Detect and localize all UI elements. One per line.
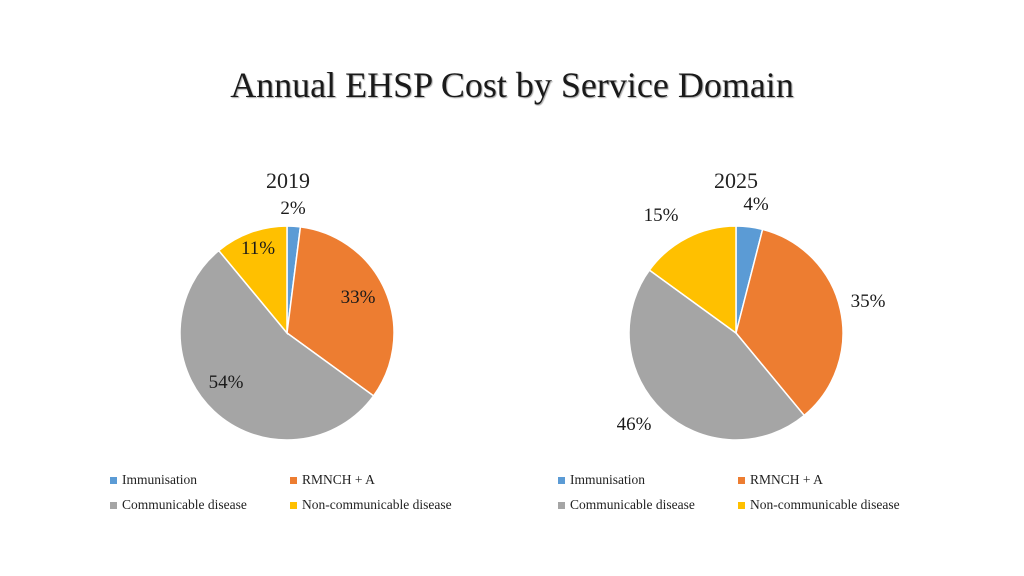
legend-swatch — [110, 501, 117, 509]
legend-swatch — [558, 501, 565, 509]
chart-title: 2019 — [266, 168, 310, 193]
pie-slice-communicable-disease — [628, 269, 806, 441]
legend-label: Immunisation — [570, 472, 645, 487]
legend-label: Immunisation — [122, 472, 197, 487]
pie-slice-rmnch-a — [286, 226, 395, 397]
page-title: Annual EHSP Cost by Service Domain — [230, 65, 794, 105]
legend-label: RMNCH + A — [750, 472, 823, 487]
legend-item-rmnch-a: RMNCH + A — [738, 472, 938, 488]
legend-label: Communicable disease — [122, 497, 247, 512]
pie-chart-2019: 2019 2% 33% 54% 11% Immunisation RMNCH + A Co… — [58, 160, 518, 540]
legend: Immunisation RMNCH + A Communicable diseas… — [110, 472, 510, 513]
legend-swatch — [558, 476, 565, 484]
data-label-communicable-disease: 46% — [617, 414, 652, 435]
pie-plot: 2% 33% 54% 11% — [179, 198, 395, 441]
pie-slice-non-communicable-disease — [217, 225, 288, 336]
legend-swatch — [290, 476, 297, 484]
data-label-communicable-disease: 54% — [209, 372, 244, 393]
data-label-rmnch-a: 33% — [341, 287, 376, 308]
legend-item-communicable-disease: Communicable disease — [110, 497, 290, 513]
legend-label: Non-communicable disease — [302, 497, 452, 512]
legend-item-immunisation: Immunisation — [110, 472, 290, 488]
data-label-non-communicable-disease: 11% — [241, 238, 275, 259]
legend-swatch — [738, 476, 745, 484]
pie-plot: 4% 35% 46% 15% — [617, 194, 886, 441]
legend-item-immunisation: Immunisation — [558, 472, 738, 488]
legend-swatch — [290, 501, 297, 509]
legend-label: RMNCH + A — [302, 472, 375, 487]
legend-item-communicable-disease: Communicable disease — [558, 497, 738, 513]
data-label-rmnch-a: 35% — [851, 291, 886, 312]
legend: Immunisation RMNCH + A Communicable diseas… — [558, 472, 958, 513]
legend-item-non-communicable-disease: Non-communicable disease — [290, 497, 490, 513]
legend-swatch — [110, 476, 117, 484]
chart-title: 2025 — [714, 168, 758, 193]
pie-chart-2025: 2025 4% 35% 46% 15% Immunisation RMNCH + A Co… — [506, 160, 966, 540]
data-label-non-communicable-disease: 15% — [644, 205, 679, 226]
legend-item-rmnch-a: RMNCH + A — [290, 472, 490, 488]
legend-swatch — [738, 501, 745, 509]
pie-slice-communicable-disease — [179, 249, 375, 441]
legend-item-non-communicable-disease: Non-communicable disease — [738, 497, 938, 513]
pie-slice-non-communicable-disease — [648, 225, 737, 335]
data-label-immunisation: 4% — [743, 194, 769, 215]
pie-slice-rmnch-a — [735, 228, 844, 417]
data-label-immunisation: 2% — [280, 198, 306, 219]
legend-label: Non-communicable disease — [750, 497, 900, 512]
legend-label: Communicable disease — [570, 497, 695, 512]
